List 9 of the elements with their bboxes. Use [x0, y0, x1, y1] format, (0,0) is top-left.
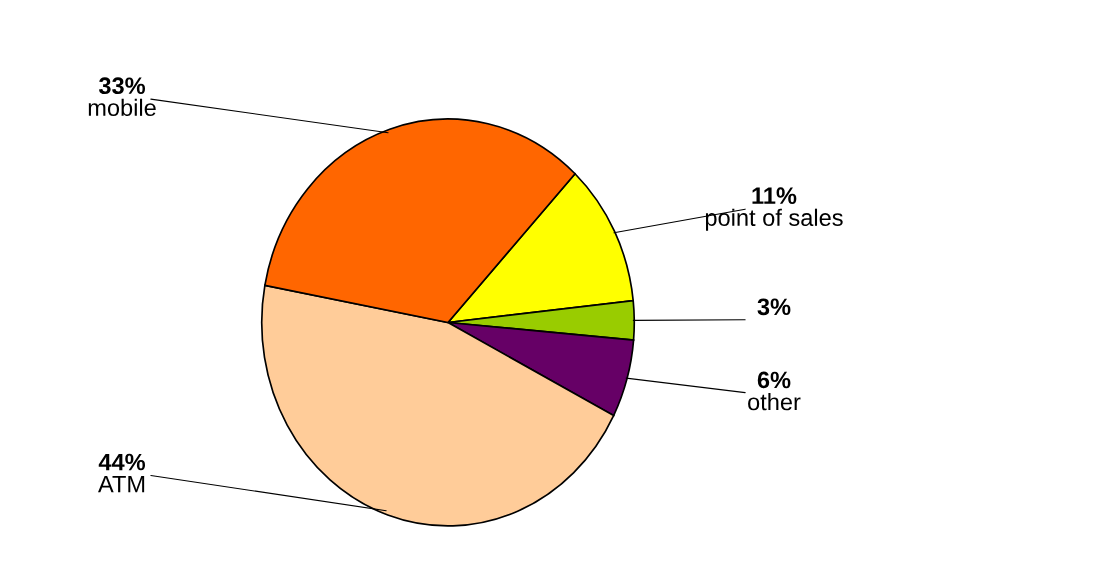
slice-label: other	[748, 392, 801, 411]
data-label: 44%	[98, 453, 146, 471]
data-label: 11%	[752, 187, 797, 204]
data-label: 3%	[757, 298, 791, 316]
slice-label: ATM	[98, 475, 145, 493]
slice-label: mobile	[88, 98, 156, 117]
slice-label: point of sales	[705, 208, 843, 231]
data-label: 6%	[757, 371, 791, 389]
data-label: 33%	[98, 77, 146, 95]
